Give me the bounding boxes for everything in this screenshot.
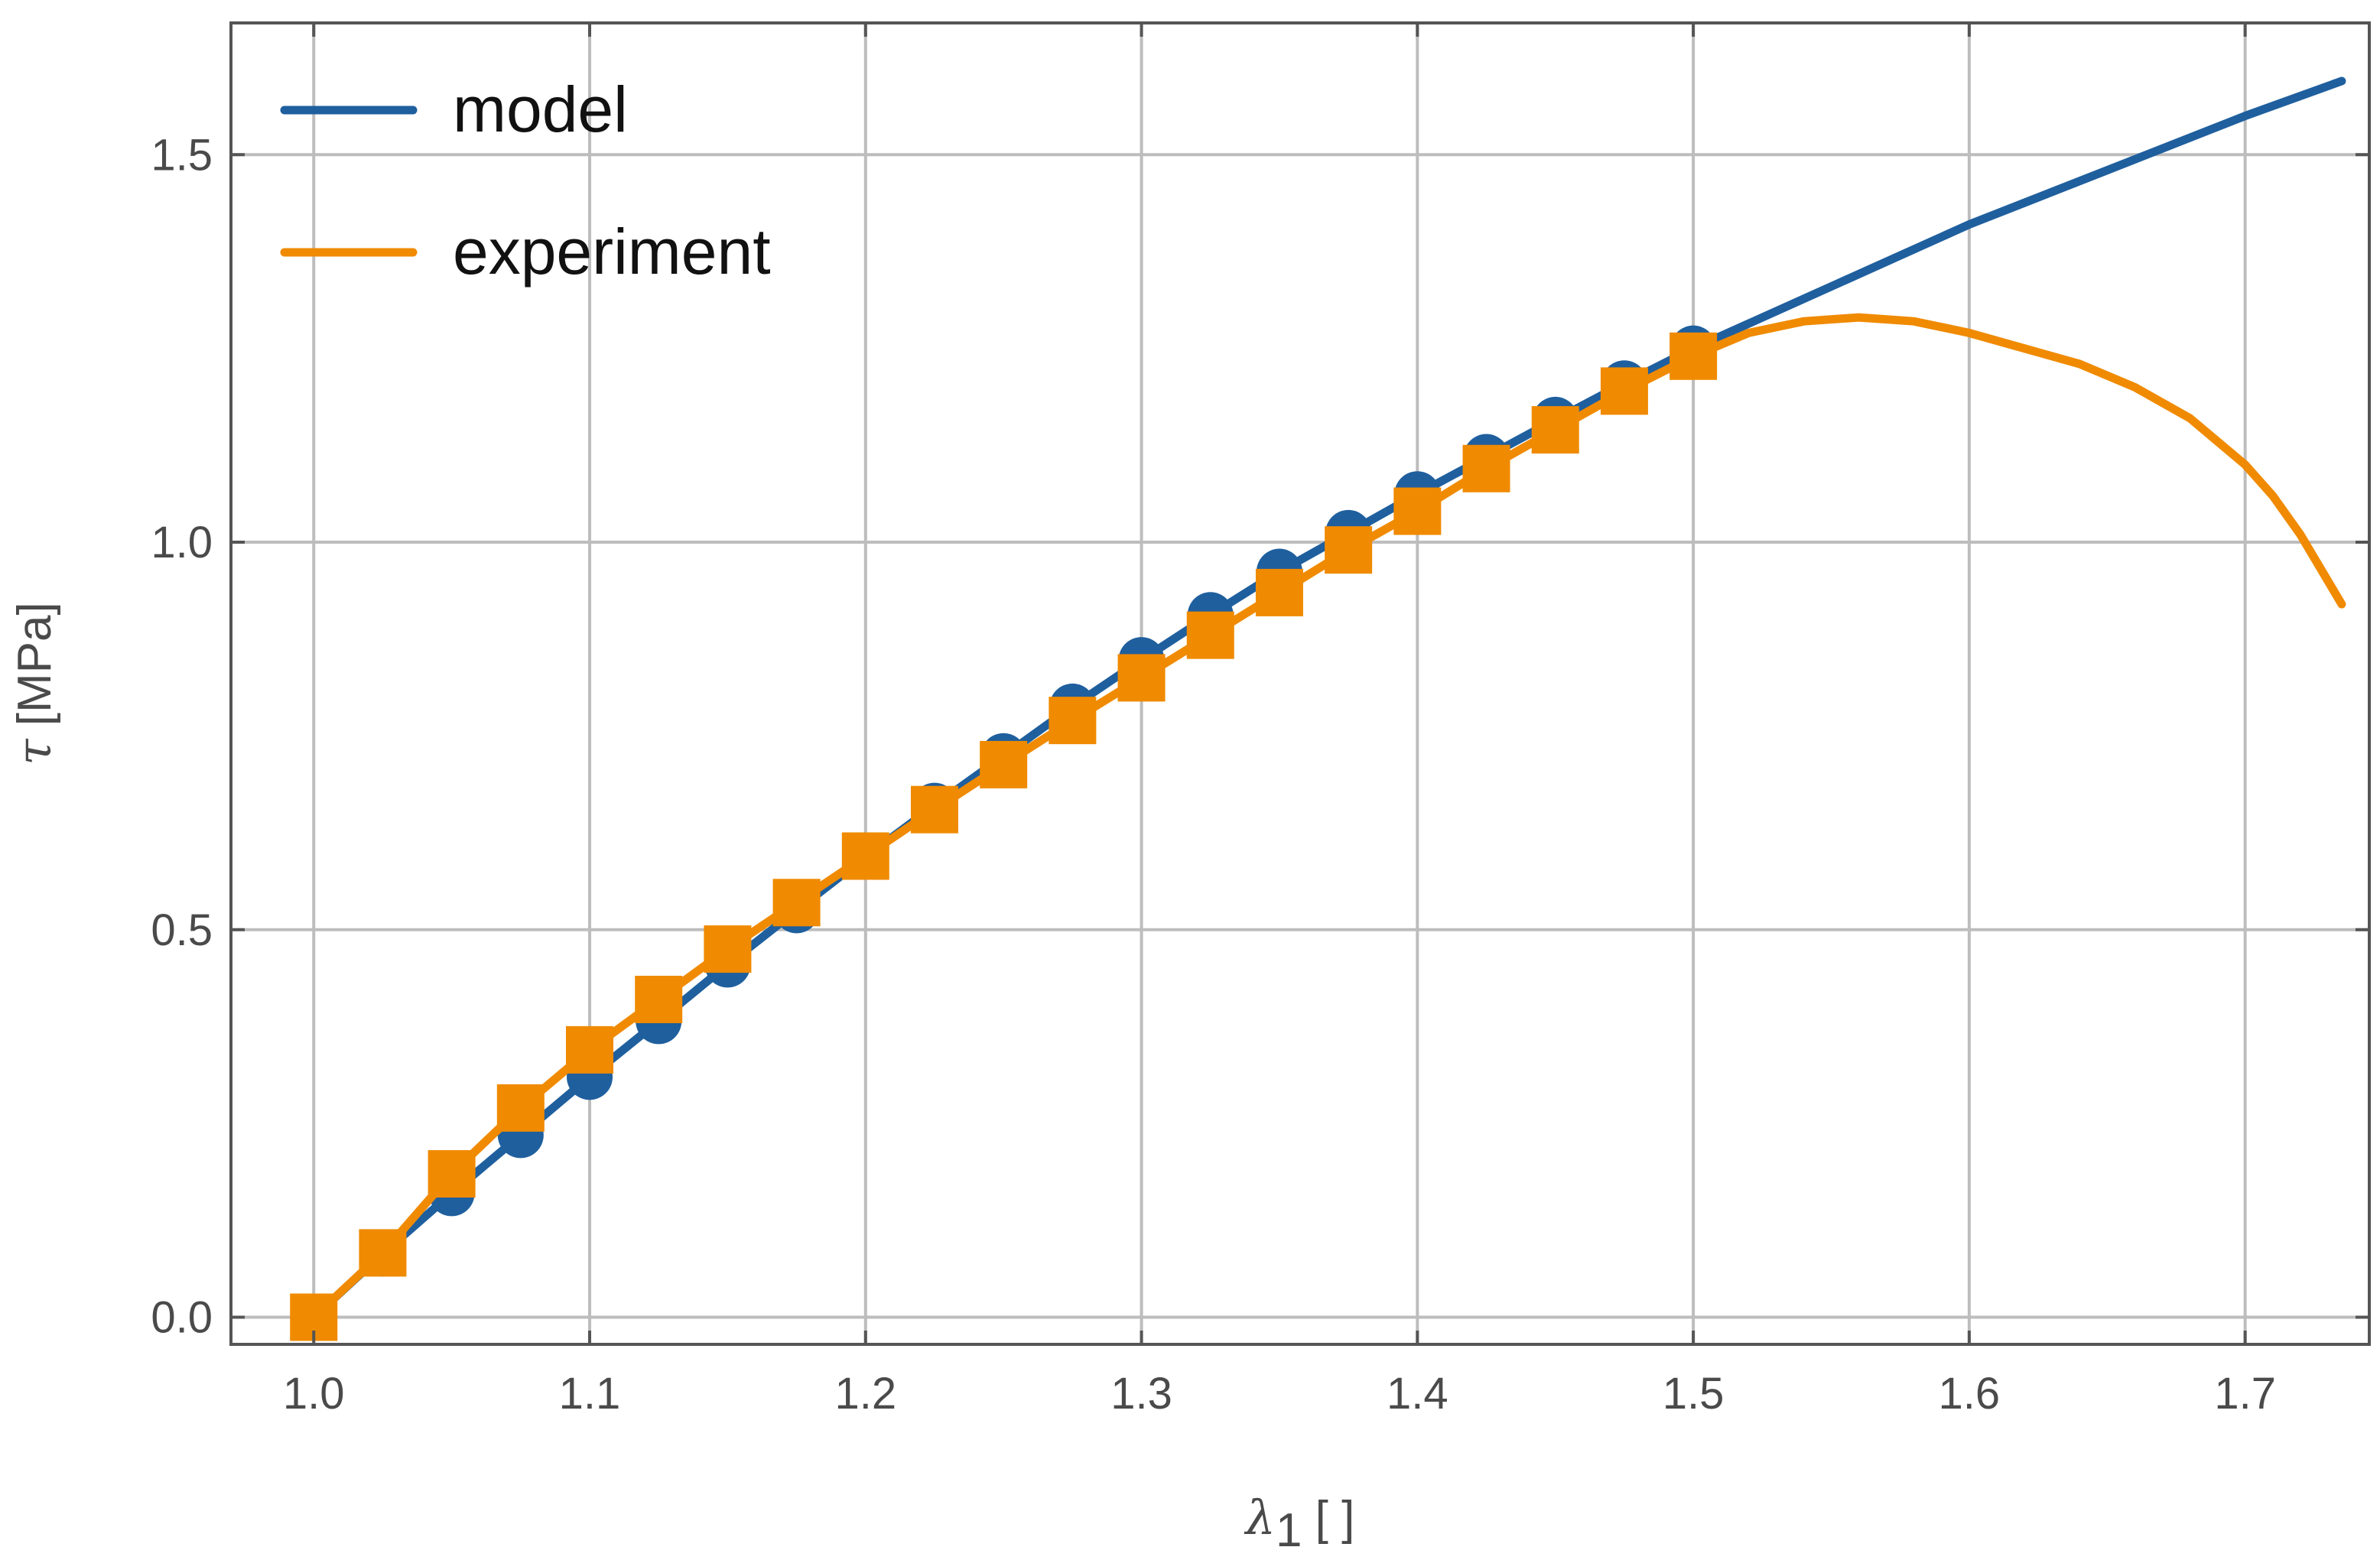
marker-experiment xyxy=(1186,611,1234,659)
x-tick-label: 1.0 xyxy=(283,1369,345,1419)
marker-experiment xyxy=(910,785,958,834)
x-axis-label: λ1 [ ] xyxy=(1244,1490,1355,1557)
x-axis-subscript: 1 xyxy=(1276,1504,1302,1557)
y-axis-symbol: τ xyxy=(6,738,62,765)
legend-label-model: model xyxy=(453,73,628,145)
marker-experiment xyxy=(1462,444,1510,492)
y-tick-label: 0.5 xyxy=(151,905,213,955)
y-tick-label: 1.5 xyxy=(151,130,213,180)
marker-experiment xyxy=(1600,367,1648,415)
series-layer xyxy=(290,76,2346,1341)
marker-experiment xyxy=(772,879,821,927)
marker-experiment xyxy=(496,1084,545,1132)
y-axis-unit: [MPa] xyxy=(8,602,61,739)
y-axis-label: τ [MPa] xyxy=(6,602,62,765)
marker-experiment xyxy=(1117,654,1166,702)
marker-experiment xyxy=(428,1150,476,1198)
x-tick-label: 1.4 xyxy=(1387,1369,1448,1419)
x-axis-unit: [ ] xyxy=(1302,1492,1354,1545)
marker-experiment xyxy=(980,740,1028,788)
y-tick-label: 0.0 xyxy=(151,1293,213,1343)
marker-experiment xyxy=(566,1025,614,1074)
marker-experiment xyxy=(1049,697,1097,745)
series-line-experiment xyxy=(309,313,2346,1321)
grid-layer xyxy=(231,23,2369,1344)
marker-experiment xyxy=(1531,406,1579,454)
marker-experiment xyxy=(841,832,889,880)
marker-experiment xyxy=(359,1229,407,1277)
marker-experiment xyxy=(1325,526,1373,574)
marker-experiment xyxy=(704,925,752,973)
x-tick-label: 1.6 xyxy=(1939,1369,2001,1419)
axis-labels: λ1 [ ] τ [MPa] xyxy=(6,602,1354,1557)
x-tick-label: 1.7 xyxy=(2214,1369,2276,1419)
x-tick-label: 1.3 xyxy=(1110,1369,1172,1419)
plot-frame xyxy=(229,21,2371,1346)
legend-label-experiment: experiment xyxy=(453,216,771,288)
legend: model experiment xyxy=(280,73,771,288)
marker-experiment xyxy=(1670,332,1718,380)
tick-layer: 1.0 1.1 1.2 1.3 1.4 1.5 1.6 1.7 0.0 0.5 1.0 1.5 xyxy=(151,23,2369,1419)
y-tick-label: 1.0 xyxy=(151,518,213,567)
marker-experiment xyxy=(635,975,683,1023)
marker-experiment xyxy=(1393,487,1442,535)
x-tick-label: 1.1 xyxy=(559,1369,621,1419)
x-tick-label: 1.2 xyxy=(834,1369,896,1419)
marker-experiment xyxy=(1255,568,1303,616)
plot-border xyxy=(229,21,2371,1346)
x-axis-symbol: λ xyxy=(1244,1490,1276,1545)
x-tick-label: 1.5 xyxy=(1663,1369,1725,1419)
